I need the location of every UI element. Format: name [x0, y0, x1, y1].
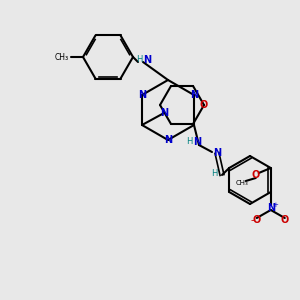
- Text: H: H: [211, 169, 217, 178]
- Text: -: -: [251, 215, 254, 225]
- Text: N: N: [138, 90, 146, 100]
- Text: N: N: [213, 148, 221, 158]
- Text: H: H: [136, 56, 142, 64]
- Text: N: N: [193, 137, 201, 147]
- Text: N: N: [164, 135, 172, 145]
- Text: N: N: [143, 55, 151, 65]
- Text: O: O: [252, 170, 260, 180]
- Text: N: N: [160, 108, 168, 118]
- Text: +: +: [272, 202, 278, 208]
- Text: CH₃: CH₃: [236, 180, 248, 186]
- Text: O: O: [200, 100, 208, 110]
- Text: O: O: [280, 215, 289, 225]
- Text: CH₃: CH₃: [55, 52, 69, 62]
- Text: H: H: [186, 137, 192, 146]
- Text: N: N: [190, 90, 198, 100]
- Text: N: N: [267, 203, 275, 213]
- Text: O: O: [253, 215, 261, 225]
